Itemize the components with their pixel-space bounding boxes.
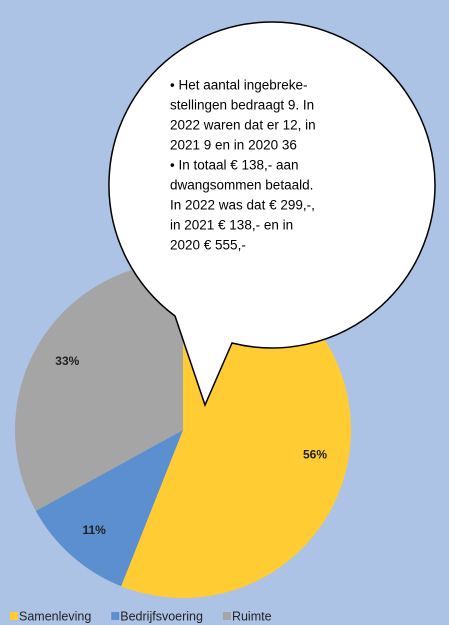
annotation-line: • In totaal € 138,- aan	[170, 158, 299, 173]
annotation-line: 2020 € 555,-	[170, 238, 246, 253]
annotation-line: in 2021 € 138,- en in	[170, 218, 293, 233]
legend-label: Ruimte	[232, 609, 272, 623]
legend-label: Bedrijfsvoering	[120, 609, 203, 623]
annotation-line: 2022 waren dat er 12, in	[170, 118, 316, 133]
annotation: • Het aantal ingebreke-stellingen bedraa…	[170, 78, 316, 253]
pie-slice	[35, 430, 183, 587]
legend: Samenleving Bedrijfsvoering Ruimte	[10, 609, 272, 623]
data-label: 11%	[82, 523, 106, 537]
annotation-line: stellingen bedraagt 9. In	[170, 98, 314, 113]
legend-swatch	[10, 612, 18, 620]
annotation-line: dwangsommen betaald.	[170, 178, 313, 193]
callout-bubble	[108, 21, 436, 408]
annotation-line: In 2022 was dat € 299,-,	[170, 198, 315, 213]
pie-slice	[14, 262, 183, 511]
legend-swatch	[111, 612, 120, 620]
legend-label: Samenleving	[19, 609, 91, 623]
annotation-line: 2021 9 en in 2020 36	[170, 138, 297, 153]
legend-swatch	[222, 612, 231, 620]
data-label: 56%	[303, 447, 327, 461]
data-label: 33%	[55, 354, 79, 368]
annotation-line: • Het aantal ingebreke-	[170, 78, 308, 93]
